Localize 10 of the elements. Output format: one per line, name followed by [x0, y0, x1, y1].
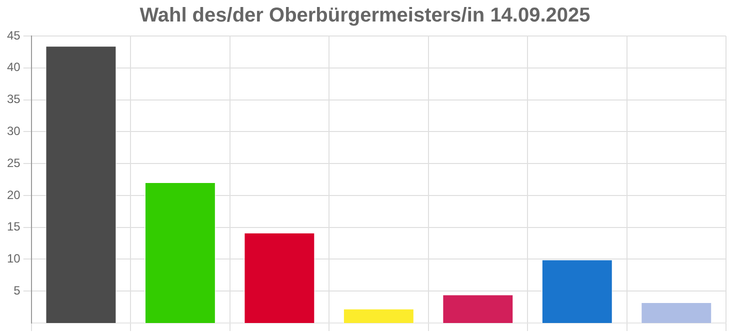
- y-tick-label: 45: [6, 28, 21, 42]
- y-tick-label: 25: [6, 156, 21, 170]
- y-tick-label: 15: [6, 220, 21, 234]
- y-tick-label: 20: [6, 188, 21, 202]
- y-tick-label: 40: [6, 60, 21, 74]
- chart-title: Wahl des/der Oberbürgermeisters/in 14.09.2025: [140, 4, 590, 27]
- y-tick-label: 35: [6, 92, 21, 106]
- y-tick-label: 5: [14, 283, 21, 298]
- y-tick-label: 10: [6, 252, 21, 266]
- y-tick-label: 30: [6, 124, 21, 138]
